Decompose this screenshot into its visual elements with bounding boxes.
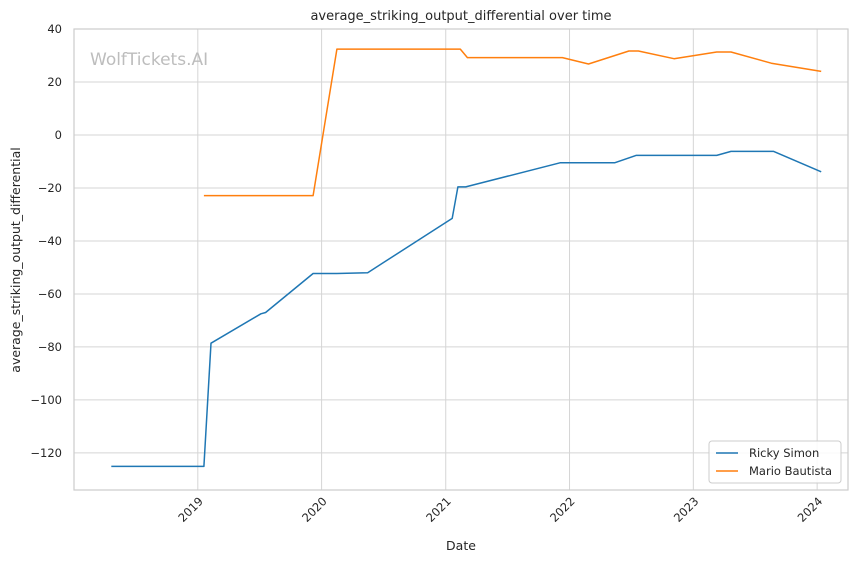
- y-tick-label: −60: [38, 287, 62, 301]
- x-tick-label: 2019: [175, 494, 206, 525]
- y-tick-label: −80: [38, 340, 62, 354]
- gridlines: [74, 28, 848, 490]
- y-tick-label: −100: [30, 393, 62, 407]
- series-line: [111, 150, 822, 468]
- y-tick-label: −20: [38, 181, 62, 195]
- legend-label: Mario Bautista: [749, 464, 832, 478]
- x-tick-label: 2023: [671, 494, 702, 525]
- x-tick-label: 2022: [547, 494, 578, 525]
- x-tick-label: 2024: [795, 494, 826, 525]
- y-tick-label: −120: [30, 446, 62, 460]
- legend-label: Ricky Simon: [749, 446, 819, 460]
- y-axis-label: average_striking_output_differential: [8, 147, 23, 372]
- watermark-text: WolfTickets.AI: [90, 50, 208, 70]
- legend: Ricky Simon Mario Bautista: [708, 440, 842, 484]
- x-tick-label: 2021: [423, 494, 454, 525]
- legend-box: [708, 440, 842, 484]
- series-line: [203, 48, 822, 197]
- series-lines: [111, 48, 822, 468]
- y-axis-ticks: 40 20 0 −20 −40 −60 −80 −100 −120: [30, 22, 62, 460]
- y-tick-label: 0: [55, 128, 62, 142]
- chart-title: average_striking_output_differential ove…: [310, 9, 611, 24]
- x-axis-ticks: 2019 2020 2021 2022 2023 2024: [175, 494, 825, 525]
- x-tick-label: 2020: [299, 494, 330, 525]
- x-axis-label: Date: [446, 538, 476, 553]
- y-tick-label: 20: [47, 75, 62, 89]
- y-tick-label: −40: [38, 234, 62, 248]
- plot-frame: [73, 28, 849, 491]
- y-tick-label: 40: [47, 22, 62, 36]
